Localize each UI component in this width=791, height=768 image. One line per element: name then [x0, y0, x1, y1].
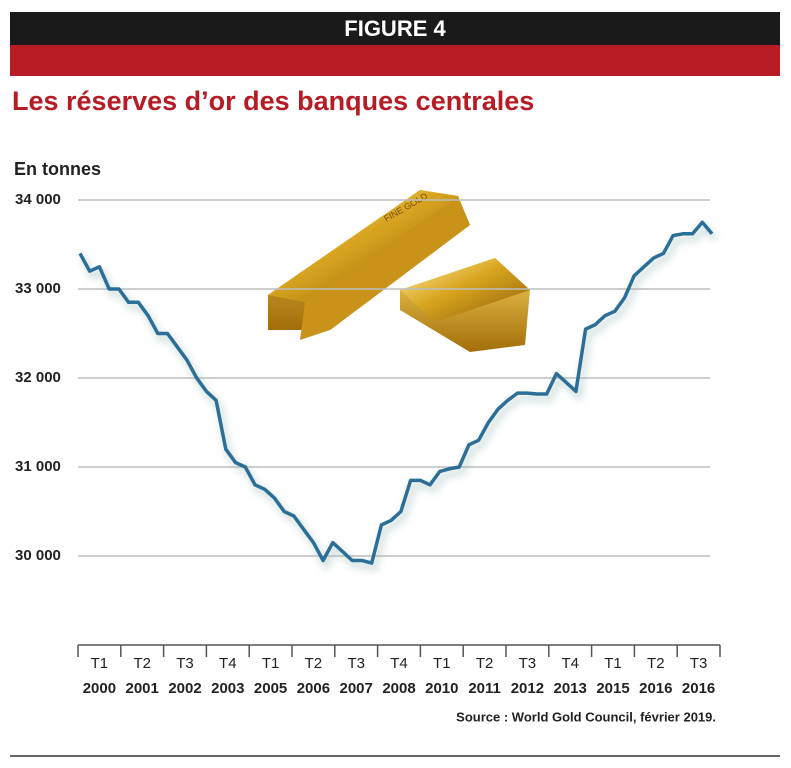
- header-band: [10, 45, 780, 76]
- line-shadow: [80, 223, 717, 572]
- x-tick-year: 2001: [126, 680, 159, 697]
- source: Source : World Gold Council, février 201…: [456, 709, 716, 724]
- x-tick-year: 2003: [211, 680, 244, 697]
- x-tick-quarter: T2: [476, 655, 494, 672]
- x-tick-year: 2007: [340, 680, 373, 697]
- x-tick-year: 2005: [254, 680, 287, 697]
- x-tick-quarter: T4: [219, 655, 237, 672]
- x-tick-year: 2015: [596, 680, 629, 697]
- x-tick-year: 2008: [382, 680, 415, 697]
- x-tick-year: 2006: [297, 680, 330, 697]
- x-tick-quarter: T2: [647, 655, 665, 672]
- gold-bars: FINE GOLD: [268, 190, 530, 352]
- x-tick-quarter: T3: [690, 655, 708, 672]
- x-tick-quarter: T3: [176, 655, 194, 672]
- x-tick-year: 2002: [168, 680, 201, 697]
- chart-title: Les réserves d’or des banques centrales: [12, 86, 534, 116]
- x-tick-quarter: T1: [262, 655, 280, 672]
- x-tick-year: 2012: [511, 680, 544, 697]
- x-tick-year: 2010: [425, 680, 458, 697]
- x-tick-quarter: T1: [91, 655, 109, 672]
- header: FIGURE 4: [344, 16, 446, 41]
- x-tick-quarter: T4: [561, 655, 579, 672]
- x-tick-year: 2016: [639, 680, 672, 697]
- y-tick-label: 31 000: [15, 458, 61, 475]
- y-tick-label: 30 000: [15, 547, 61, 564]
- x-tick-quarter: T4: [390, 655, 408, 672]
- y-axis-label: En tonnes: [14, 159, 101, 179]
- y-tick-label: 32 000: [15, 369, 61, 386]
- header-bar: [10, 12, 780, 45]
- y-tick-label: 33 000: [15, 280, 61, 297]
- x-tick-quarter: T2: [305, 655, 323, 672]
- x-tick-year: 2013: [554, 680, 587, 697]
- x-tick-quarter: T3: [519, 655, 537, 672]
- x-tick-year: 2000: [83, 680, 116, 697]
- x-tick-quarter: T2: [133, 655, 151, 672]
- x-tick-quarter: T1: [604, 655, 622, 672]
- x-tick-quarter: T3: [347, 655, 365, 672]
- x-tick-quarter: T1: [433, 655, 451, 672]
- series-line: [78, 220, 714, 565]
- x-tick-year: 2011: [468, 680, 501, 697]
- y-tick-label: 34 000: [15, 191, 61, 208]
- x-tick-year: 2016: [682, 680, 715, 697]
